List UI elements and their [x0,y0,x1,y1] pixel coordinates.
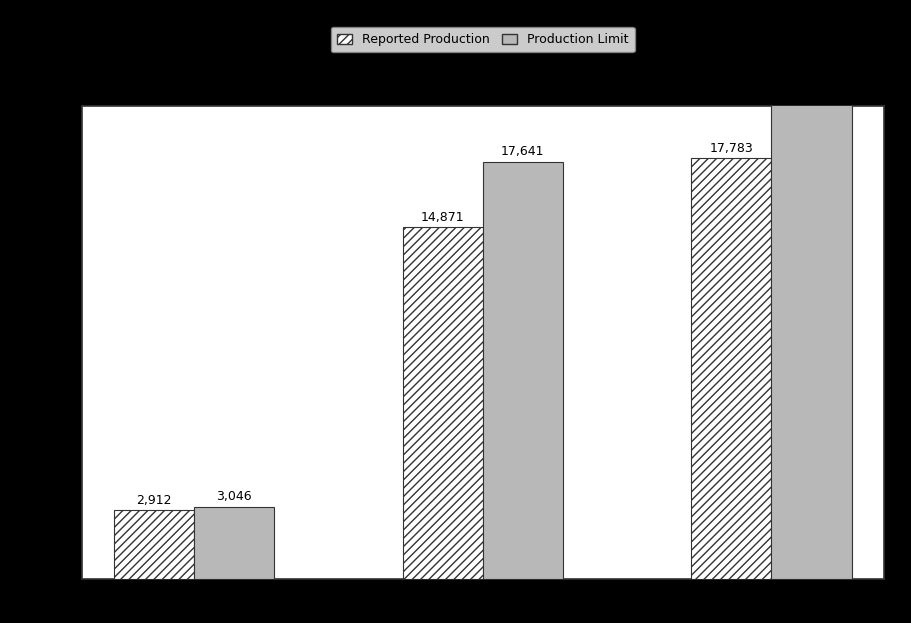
Text: 17,641: 17,641 [501,145,545,158]
Legend: Reported Production, Production Limit: Reported Production, Production Limit [331,27,635,52]
Bar [114,510,194,579]
Bar [483,162,563,579]
Bar [772,82,852,579]
Bar [403,227,483,579]
Bar [691,158,772,579]
Text: 2,912: 2,912 [137,493,172,506]
Bar [194,507,274,579]
Text: 3,046: 3,046 [217,490,252,503]
Text: 17,783: 17,783 [710,141,753,155]
Text: 14,871: 14,871 [421,211,465,224]
